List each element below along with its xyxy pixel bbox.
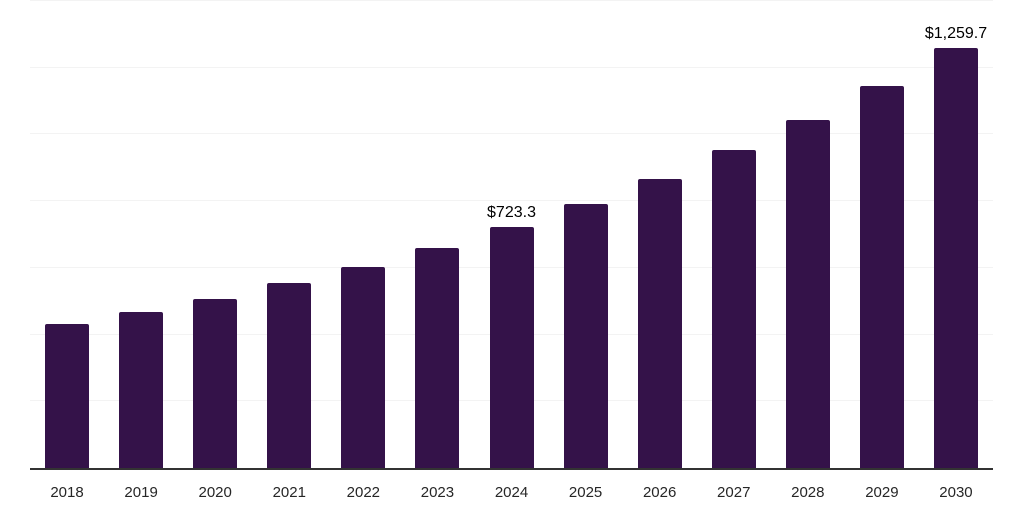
bar-slot-2018 (30, 1, 104, 468)
bar-2023 (415, 247, 460, 468)
bars: $723.3 $1,259.7 (30, 1, 993, 468)
gridline (30, 200, 993, 202)
bar-2026 (637, 178, 682, 468)
bar-2019 (119, 312, 164, 468)
x-tick-label-2026: 2026 (642, 484, 677, 501)
bar-slot-2025 (549, 1, 623, 468)
bar-2021 (267, 282, 312, 468)
bar-2018 (45, 323, 90, 468)
bar-slot-2024: $723.3 (474, 1, 548, 468)
bar-2022 (341, 266, 386, 468)
x-tick-label-2019: 2019 (124, 484, 158, 501)
x-tick-label-2021: 2021 (272, 484, 306, 501)
bar-2027 (711, 150, 756, 468)
bar-slot-2019 (104, 1, 178, 468)
x-tick-label-2029: 2029 (865, 484, 899, 501)
bar-value-label-2030: $1,259.7 (924, 24, 988, 42)
x-tick-label-2018: 2018 (50, 484, 84, 501)
bar-slot-2029 (845, 1, 919, 468)
bar-slot-2021 (252, 1, 326, 468)
bar-2029 (859, 85, 904, 468)
bar-slot-2023 (400, 1, 474, 468)
x-tick-label-2028: 2028 (791, 484, 825, 501)
bar-2025 (563, 203, 608, 468)
gridline (30, 66, 993, 68)
bar-2024 (489, 226, 534, 468)
gridline (30, 133, 993, 135)
x-axis: 2018 2019 2020 2021 2022 2023 2024 2025 2026 2027… (30, 484, 993, 501)
bar-slot-2022 (326, 1, 400, 468)
x-tick-label-2024: 2024 (494, 484, 529, 501)
x-tick-label-2030: 2030 (939, 484, 973, 501)
bar-2030 (933, 47, 978, 468)
x-tick-label-2020: 2020 (198, 484, 232, 501)
bar-value-label-2024: $723.3 (487, 203, 536, 221)
gridline (30, 0, 993, 1)
bar-slot-2028 (771, 1, 845, 468)
bar-slot-2030: $1,259.7 (919, 1, 993, 468)
plot-area: $723.3 $1,259.7 (30, 0, 993, 470)
x-tick-label-2023: 2023 (420, 484, 455, 501)
x-tick-label-2027: 2027 (717, 484, 751, 501)
bar-slot-2026 (623, 1, 697, 468)
bar-slot-2027 (697, 1, 771, 468)
x-tick-label-2025: 2025 (568, 484, 603, 501)
bar-2028 (785, 119, 830, 468)
bar-slot-2020 (178, 1, 252, 468)
bar-2020 (193, 298, 238, 468)
x-tick-label-2022: 2022 (346, 484, 381, 501)
